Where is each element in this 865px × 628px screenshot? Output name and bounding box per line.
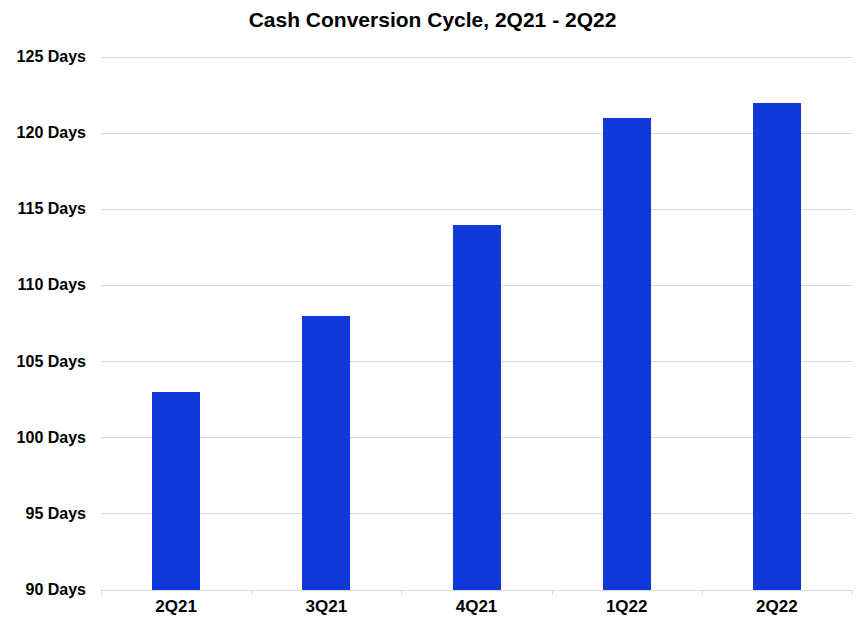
- x-axis-label: 2Q21: [126, 597, 226, 617]
- bar-2Q22: [753, 103, 801, 590]
- x-axis-tick: [101, 590, 102, 595]
- bar-2Q21: [152, 392, 200, 590]
- x-axis-tick: [401, 590, 402, 595]
- x-axis-label: 2Q22: [727, 597, 827, 617]
- y-axis-label: 125 Days: [0, 47, 86, 67]
- gridline-120: [101, 133, 852, 134]
- chart-title: Cash Conversion Cycle, 2Q21 - 2Q22: [0, 8, 865, 32]
- x-axis-tick: [852, 590, 853, 595]
- y-axis-label: 120 Days: [0, 123, 86, 143]
- gridline-125: [101, 57, 852, 58]
- x-axis-label: 3Q21: [276, 597, 376, 617]
- y-axis-label: 100 Days: [0, 428, 86, 448]
- y-axis-label: 95 Days: [0, 504, 86, 524]
- y-axis-label: 110 Days: [0, 275, 86, 295]
- y-axis-label: 90 Days: [0, 580, 86, 600]
- y-axis-label: 115 Days: [0, 199, 86, 219]
- gridline-115: [101, 209, 852, 210]
- x-axis-label: 1Q22: [577, 597, 677, 617]
- x-axis-tick: [702, 590, 703, 595]
- bar-3Q21: [302, 316, 350, 590]
- x-axis-tick: [251, 590, 252, 595]
- bar-1Q22: [603, 118, 651, 590]
- x-axis-label: 4Q21: [427, 597, 527, 617]
- bar-4Q21: [453, 225, 501, 590]
- y-axis-label: 105 Days: [0, 352, 86, 372]
- x-axis-tick: [552, 590, 553, 595]
- chart-canvas: Cash Conversion Cycle, 2Q21 - 2Q22 90 Da…: [0, 0, 865, 628]
